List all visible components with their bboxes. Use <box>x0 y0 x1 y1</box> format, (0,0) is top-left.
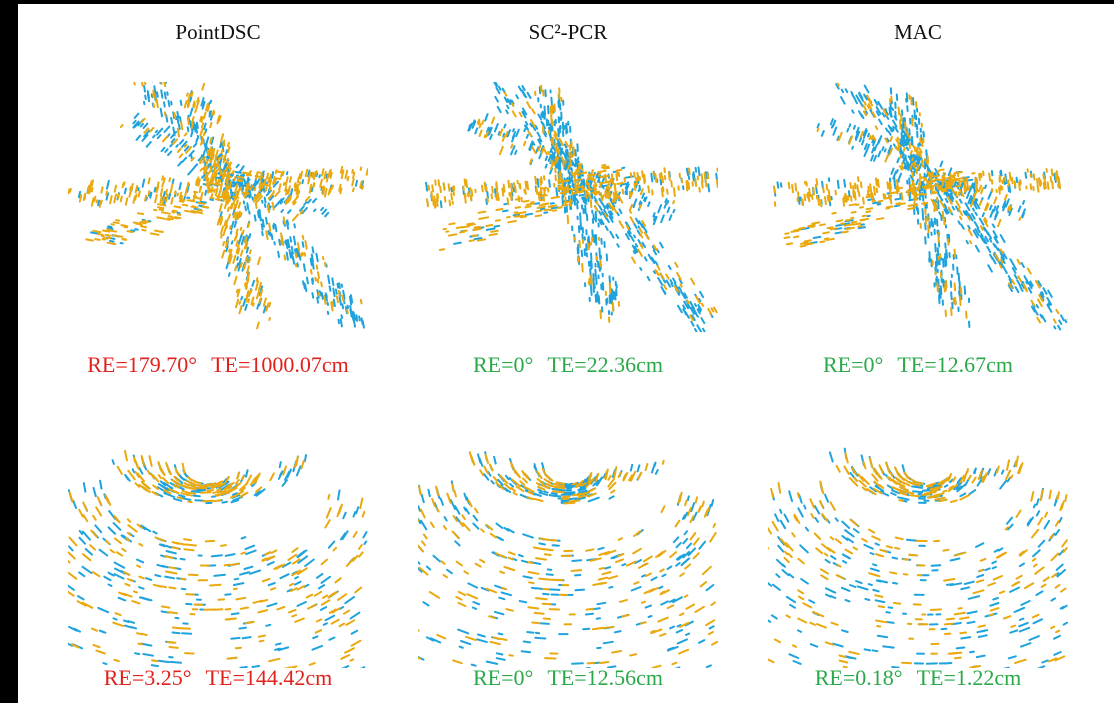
translation-error: TE=12.67cm <box>897 352 1013 377</box>
rotation-error: RE=0° <box>473 665 533 690</box>
points-orange <box>68 451 364 668</box>
points-blue <box>774 84 1068 329</box>
point-cloud <box>68 82 368 332</box>
rotation-error: RE=0° <box>823 352 883 377</box>
result-caption: RE=0° TE=22.36cm <box>398 352 738 378</box>
rotation-error: RE=0.18° <box>815 665 903 690</box>
result-caption: RE=179.70° TE=1000.07cm <box>48 352 388 378</box>
result-caption: RE=0° TE=12.67cm <box>748 352 1088 378</box>
points-blue <box>768 449 1067 668</box>
column-title: SC²-PCR <box>418 20 718 45</box>
point-cloud <box>418 418 718 668</box>
rotation-error: RE=3.25° <box>104 665 192 690</box>
result-caption: RE=0.18° TE=1.22cm <box>748 665 1088 691</box>
translation-error: TE=144.42cm <box>206 665 333 690</box>
points-orange <box>768 453 1067 667</box>
translation-error: TE=22.36cm <box>547 352 663 377</box>
result-caption: RE=0° TE=12.56cm <box>398 665 738 691</box>
point-cloud <box>768 82 1068 332</box>
point-cloud <box>418 82 718 332</box>
points-orange <box>774 84 1068 327</box>
translation-error: TE=1000.07cm <box>211 352 349 377</box>
point-cloud <box>768 418 1068 668</box>
translation-error: TE=1.22cm <box>917 665 1022 690</box>
rotation-error: RE=0° <box>473 352 533 377</box>
figure: PointDSC RE=179.70° TE=1000.07cm RE=3.25° TE… <box>0 0 1114 703</box>
translation-error: TE=12.56cm <box>547 665 663 690</box>
result-caption: RE=3.25° TE=144.42cm <box>48 665 388 691</box>
points-orange <box>69 82 369 328</box>
point-cloud <box>68 418 368 668</box>
points-blue <box>418 452 714 668</box>
column-title: MAC <box>768 20 1068 45</box>
column-title: PointDSC <box>68 20 368 45</box>
rotation-error: RE=179.70° <box>87 352 197 377</box>
points-blue <box>426 82 717 332</box>
